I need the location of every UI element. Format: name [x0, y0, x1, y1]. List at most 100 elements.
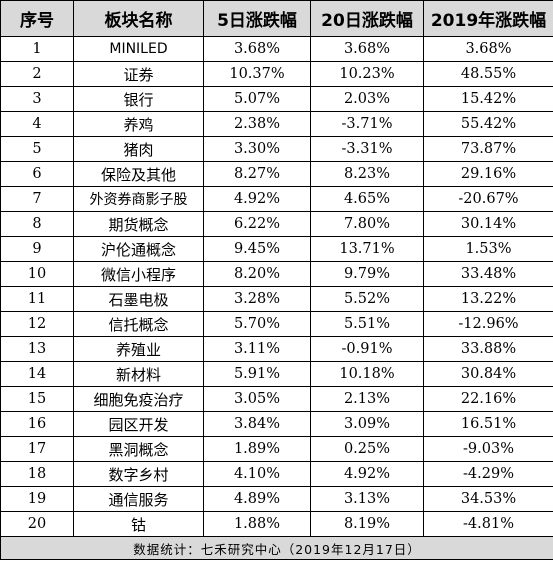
cell-2019-change: 3.68% — [423, 36, 553, 62]
cell-index: 10 — [0, 261, 74, 287]
table-row: 18 数字乡村 4.10% 4.92% -4.29% — [0, 461, 553, 487]
cell-5day-change: 8.20% — [203, 261, 311, 287]
cell-5day-change: 3.30% — [203, 136, 311, 162]
cell-sector-name: 通信服务 — [73, 486, 204, 512]
cell-sector-name: 养殖业 — [73, 336, 204, 362]
cell-20day-change: 10.23% — [310, 61, 424, 87]
cell-20day-change: 2.13% — [310, 386, 424, 412]
cell-5day-change: 1.88% — [203, 511, 311, 537]
cell-20day-change: 2.03% — [310, 86, 424, 112]
cell-index: 18 — [0, 461, 74, 487]
cell-index: 11 — [0, 286, 74, 312]
cell-20day-change: 3.68% — [310, 36, 424, 62]
cell-5day-change: 4.92% — [203, 186, 311, 212]
cell-20day-change: -0.91% — [310, 336, 424, 362]
cell-5day-change: 3.28% — [203, 286, 311, 312]
header-5day-change: 5日涨跌幅 — [203, 0, 311, 37]
cell-2019-change: 55.42% — [423, 111, 553, 137]
cell-index: 7 — [0, 186, 74, 212]
cell-2019-change: -12.96% — [423, 311, 553, 337]
header-2019-change: 2019年涨跌幅 — [423, 0, 553, 37]
cell-5day-change: 10.37% — [203, 61, 311, 87]
table-header-row: 序号 板块名称 5日涨跌幅 20日涨跌幅 2019年涨跌幅 — [0, 0, 553, 37]
cell-sector-name: 石墨电极 — [73, 286, 204, 312]
table-row: 1 MINILED 3.68% 3.68% 3.68% — [0, 36, 553, 62]
cell-index: 12 — [0, 311, 74, 337]
cell-sector-name: 钴 — [73, 511, 204, 537]
cell-index: 13 — [0, 336, 74, 362]
cell-index: 17 — [0, 436, 74, 462]
header-sector-name: 板块名称 — [73, 0, 204, 37]
table-row: 15 细胞免疫治疗 3.05% 2.13% 22.16% — [0, 386, 553, 412]
cell-sector-name: 信托概念 — [73, 311, 204, 337]
table-row: 10 微信小程序 8.20% 9.79% 33.48% — [0, 261, 553, 287]
cell-20day-change: 8.23% — [310, 161, 424, 187]
cell-5day-change: 1.89% — [203, 436, 311, 462]
table-row: 19 通信服务 4.89% 3.13% 34.53% — [0, 486, 553, 512]
cell-index: 3 — [0, 86, 74, 112]
table-footer-row: 数据统计：七禾研究中心（2019年12月17日） — [0, 536, 553, 560]
table-body: 1 MINILED 3.68% 3.68% 3.68% 2 证券 10.37% 10.23% 48… — [0, 36, 553, 537]
cell-sector-name: 银行 — [73, 86, 204, 112]
table-row: 9 沪伦通概念 9.45% 13.71% 1.53% — [0, 236, 553, 262]
cell-index: 16 — [0, 411, 74, 437]
cell-2019-change: 1.53% — [423, 236, 553, 262]
cell-20day-change: 9.79% — [310, 261, 424, 287]
cell-5day-change: 4.10% — [203, 461, 311, 487]
cell-20day-change: 5.51% — [310, 311, 424, 337]
header-20day-change: 20日涨跌幅 — [310, 0, 424, 37]
cell-5day-change: 9.45% — [203, 236, 311, 262]
cell-sector-name: 保险及其他 — [73, 161, 204, 187]
cell-20day-change: 4.65% — [310, 186, 424, 212]
cell-index: 6 — [0, 161, 74, 187]
cell-20day-change: 0.25% — [310, 436, 424, 462]
cell-sector-name: 期货概念 — [73, 211, 204, 237]
cell-20day-change: -3.71% — [310, 111, 424, 137]
cell-5day-change: 4.89% — [203, 486, 311, 512]
cell-2019-change: 13.22% — [423, 286, 553, 312]
cell-index: 8 — [0, 211, 74, 237]
cell-2019-change: 30.14% — [423, 211, 553, 237]
cell-sector-name: 新材料 — [73, 361, 204, 387]
cell-5day-change: 5.91% — [203, 361, 311, 387]
cell-index: 9 — [0, 236, 74, 262]
table-row: 2 证券 10.37% 10.23% 48.55% — [0, 61, 553, 87]
table-row: 5 猪肉 3.30% -3.31% 73.87% — [0, 136, 553, 162]
cell-index: 20 — [0, 511, 74, 537]
cell-sector-name: 沪伦通概念 — [73, 236, 204, 262]
table-row: 8 期货概念 6.22% 7.80% 30.14% — [0, 211, 553, 237]
table-row: 3 银行 5.07% 2.03% 15.42% — [0, 86, 553, 112]
cell-2019-change: 34.53% — [423, 486, 553, 512]
cell-sector-name: 数字乡村 — [73, 461, 204, 487]
cell-20day-change: 7.80% — [310, 211, 424, 237]
table-row: 14 新材料 5.91% 10.18% 30.84% — [0, 361, 553, 387]
cell-5day-change: 3.84% — [203, 411, 311, 437]
cell-5day-change: 3.68% — [203, 36, 311, 62]
cell-20day-change: 13.71% — [310, 236, 424, 262]
cell-2019-change: 29.16% — [423, 161, 553, 187]
header-index: 序号 — [0, 0, 74, 37]
cell-index: 1 — [0, 36, 74, 62]
cell-5day-change: 2.38% — [203, 111, 311, 137]
cell-20day-change: 5.52% — [310, 286, 424, 312]
cell-2019-change: -4.29% — [423, 461, 553, 487]
cell-sector-name: MINILED — [73, 36, 204, 62]
cell-index: 15 — [0, 386, 74, 412]
cell-2019-change: 33.88% — [423, 336, 553, 362]
cell-sector-name: 外资券商影子股 — [73, 186, 204, 212]
cell-5day-change: 3.05% — [203, 386, 311, 412]
cell-20day-change: 3.13% — [310, 486, 424, 512]
table-row: 16 园区开发 3.84% 3.09% 16.51% — [0, 411, 553, 437]
cell-2019-change: 73.87% — [423, 136, 553, 162]
table-row: 13 养殖业 3.11% -0.91% 33.88% — [0, 336, 553, 362]
cell-5day-change: 8.27% — [203, 161, 311, 187]
table-row: 11 石墨电极 3.28% 5.52% 13.22% — [0, 286, 553, 312]
cell-index: 4 — [0, 111, 74, 137]
cell-sector-name: 猪肉 — [73, 136, 204, 162]
cell-2019-change: 16.51% — [423, 411, 553, 437]
cell-index: 5 — [0, 136, 74, 162]
cell-5day-change: 6.22% — [203, 211, 311, 237]
cell-sector-name: 微信小程序 — [73, 261, 204, 287]
